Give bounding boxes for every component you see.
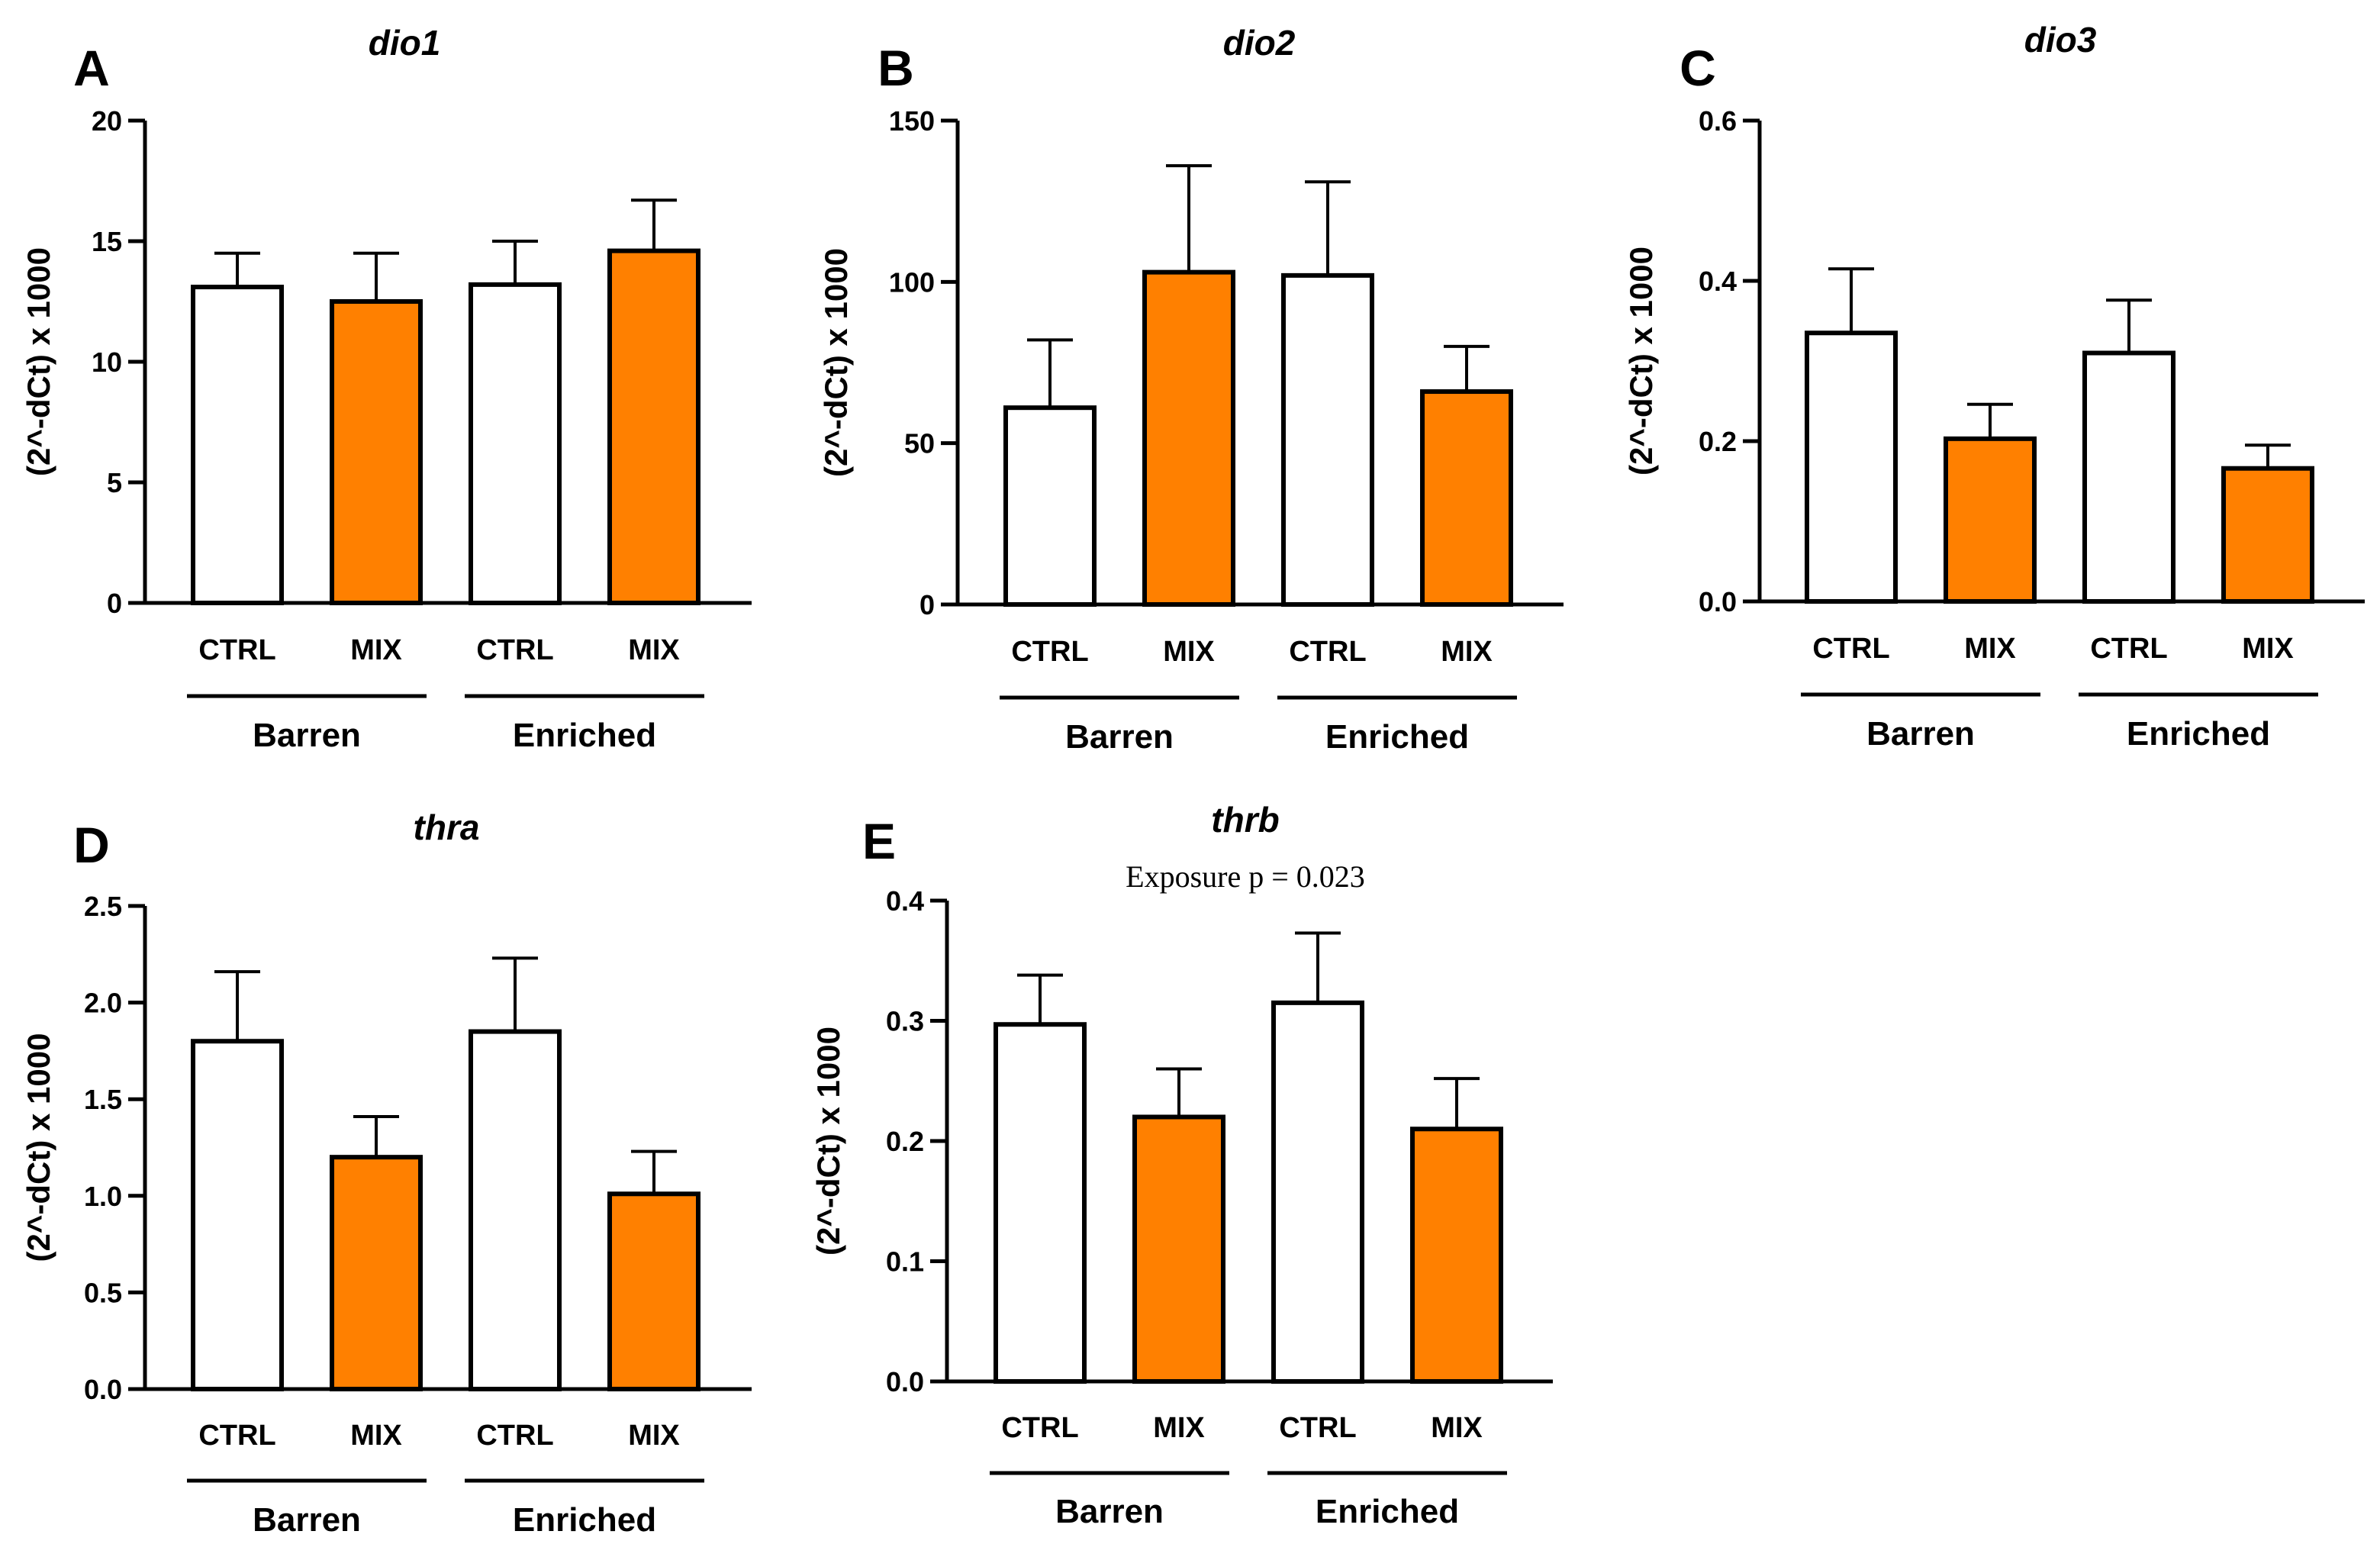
bar-mix-barren bbox=[330, 1155, 423, 1392]
group-label-barren: Barren bbox=[1866, 715, 1975, 753]
x-category-label: MIX bbox=[1163, 636, 1215, 668]
x-category-label: CTRL bbox=[2090, 633, 2167, 665]
y-tick-label: 150 bbox=[889, 105, 935, 137]
bar-mix-barren bbox=[1142, 269, 1235, 607]
bar-ctrl-barren bbox=[191, 1039, 284, 1391]
x-category-label: MIX bbox=[1441, 636, 1493, 668]
bar-mix-barren bbox=[1944, 436, 2037, 604]
bar-ctrl-barren bbox=[1003, 405, 1097, 607]
group-label-enriched: Enriched bbox=[1325, 718, 1469, 756]
y-tick-label: 0.1 bbox=[886, 1246, 924, 1278]
y-tick-label: 0.2 bbox=[886, 1126, 924, 1157]
chart-title: thrb bbox=[1211, 800, 1279, 840]
y-tick-label: 1.0 bbox=[84, 1181, 122, 1212]
bar-ctrl-barren bbox=[994, 1022, 1087, 1384]
x-category-label: MIX bbox=[350, 1420, 402, 1452]
bar-mix-enriched bbox=[1420, 389, 1513, 607]
y-tick-label: 2.5 bbox=[84, 891, 122, 922]
bar-mix-enriched bbox=[607, 248, 700, 605]
panel-letter: B bbox=[878, 40, 914, 96]
y-tick-label: 0.0 bbox=[886, 1366, 924, 1397]
y-tick-label: 0 bbox=[107, 588, 122, 619]
y-tick-label: 0.2 bbox=[1699, 426, 1737, 457]
group-label-enriched: Enriched bbox=[1316, 1493, 1459, 1530]
x-category-label: CTRL bbox=[1011, 636, 1088, 668]
y-axis-title: (2^-dCt) x 1000 bbox=[810, 1027, 846, 1256]
x-category-label: CTRL bbox=[476, 634, 553, 666]
chart-title: thra bbox=[414, 807, 480, 847]
x-category-label: MIX bbox=[350, 634, 402, 666]
y-axis-title: (2^-dCt) x 1000 bbox=[21, 1033, 56, 1262]
y-tick-label: 20 bbox=[92, 105, 122, 137]
bar-ctrl-enriched bbox=[1281, 272, 1374, 607]
y-tick-label: 0.5 bbox=[84, 1277, 122, 1308]
x-category-label: MIX bbox=[2242, 633, 2294, 665]
bar-ctrl-enriched bbox=[1271, 1000, 1364, 1384]
panel-letter: A bbox=[73, 40, 110, 96]
y-tick-label: 10 bbox=[92, 347, 122, 378]
x-category-label: CTRL bbox=[1289, 636, 1366, 668]
y-axis-title: (2^-dCt) x 1000 bbox=[21, 247, 56, 476]
group-label-barren: Barren bbox=[1065, 718, 1174, 756]
y-tick-label: 0.3 bbox=[886, 1006, 924, 1037]
bar-mix-enriched bbox=[2221, 466, 2314, 604]
bar-ctrl-enriched bbox=[469, 282, 562, 605]
bar-mix-barren bbox=[330, 299, 423, 605]
y-tick-label: 0.4 bbox=[886, 885, 924, 917]
bar-mix-barren bbox=[1132, 1114, 1225, 1384]
panel-letter: C bbox=[1680, 40, 1716, 96]
bar-mix-enriched bbox=[1410, 1127, 1503, 1384]
x-category-label: CTRL bbox=[1279, 1412, 1356, 1444]
panel-letter: D bbox=[73, 817, 110, 873]
y-tick-label: 50 bbox=[904, 428, 935, 459]
chart-title: dio3 bbox=[2024, 20, 2097, 60]
x-category-label: CTRL bbox=[198, 634, 275, 666]
y-tick-label: 0.0 bbox=[84, 1374, 122, 1405]
y-tick-label: 2.0 bbox=[84, 988, 122, 1019]
x-category-label: MIX bbox=[1153, 1412, 1205, 1444]
x-category-label: MIX bbox=[628, 634, 680, 666]
bar-ctrl-barren bbox=[191, 285, 284, 605]
chart-title: dio2 bbox=[1223, 23, 1296, 63]
chart-title: dio1 bbox=[369, 23, 441, 63]
chart-annotation: Exposure p = 0.023 bbox=[1126, 859, 1365, 894]
y-tick-label: 15 bbox=[92, 226, 122, 257]
x-category-label: MIX bbox=[628, 1420, 680, 1452]
y-tick-label: 0.4 bbox=[1699, 266, 1737, 297]
group-label-enriched: Enriched bbox=[513, 717, 656, 754]
group-label-barren: Barren bbox=[253, 717, 361, 754]
panel-letter: E bbox=[862, 813, 896, 869]
x-category-label: CTRL bbox=[476, 1420, 553, 1452]
y-tick-label: 0.6 bbox=[1699, 105, 1737, 137]
x-category-label: CTRL bbox=[1812, 633, 1889, 665]
bar-ctrl-enriched bbox=[469, 1029, 562, 1391]
bar-mix-enriched bbox=[607, 1191, 700, 1391]
group-label-barren: Barren bbox=[253, 1501, 361, 1539]
group-label-barren: Barren bbox=[1055, 1493, 1164, 1530]
x-category-label: MIX bbox=[1431, 1412, 1483, 1444]
y-axis-title: (2^-dCt) x 1000 bbox=[818, 248, 854, 477]
y-tick-label: 0 bbox=[919, 589, 935, 621]
bar-ctrl-enriched bbox=[2082, 350, 2175, 604]
group-label-enriched: Enriched bbox=[2127, 715, 2270, 753]
y-tick-label: 1.5 bbox=[84, 1084, 122, 1115]
x-category-label: MIX bbox=[1964, 633, 2016, 665]
y-tick-label: 100 bbox=[889, 266, 935, 298]
x-category-label: CTRL bbox=[1001, 1412, 1078, 1444]
x-category-label: CTRL bbox=[198, 1420, 275, 1452]
group-label-enriched: Enriched bbox=[513, 1501, 656, 1539]
y-axis-title: (2^-dCt) x 1000 bbox=[1623, 247, 1659, 475]
bar-ctrl-barren bbox=[1805, 330, 1898, 604]
y-tick-label: 0.0 bbox=[1699, 586, 1737, 617]
y-tick-label: 5 bbox=[107, 467, 122, 498]
